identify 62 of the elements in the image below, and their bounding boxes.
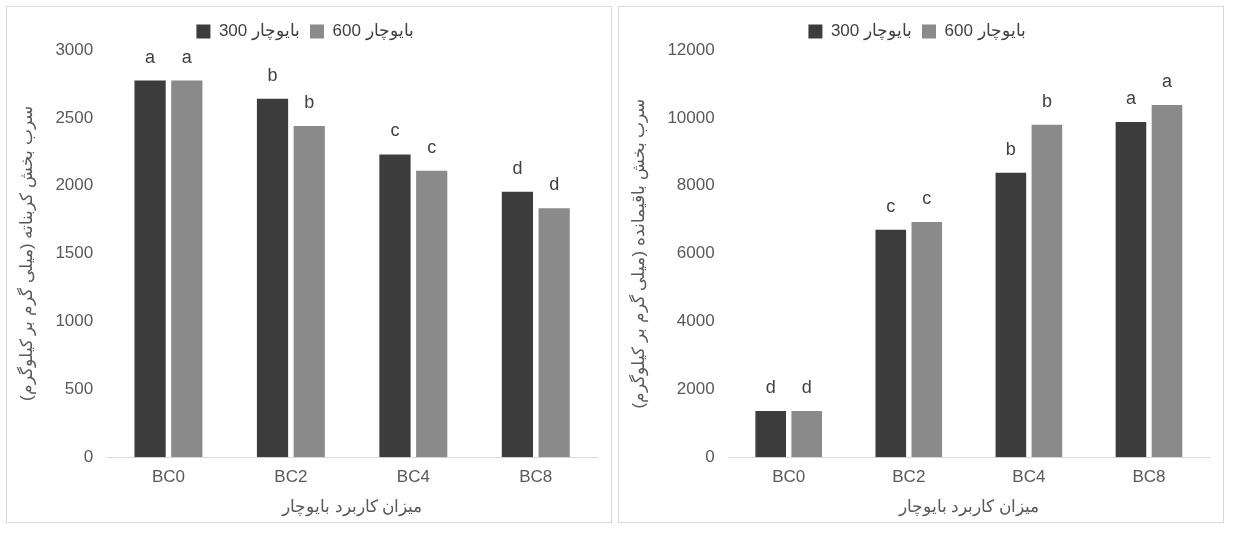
bar xyxy=(995,172,1027,458)
annotation: d xyxy=(765,377,776,398)
legend-label: بایوچار 300 xyxy=(830,21,913,42)
y-tick-label: 6000 xyxy=(676,243,715,263)
y-tick-label: 500 xyxy=(64,379,94,399)
bar xyxy=(791,411,823,458)
bar xyxy=(171,80,203,458)
y-tick-label: 2000 xyxy=(55,175,94,195)
y-tick-label: 8000 xyxy=(676,175,715,195)
bar xyxy=(1031,124,1063,458)
annotation: a xyxy=(1161,70,1173,91)
bar xyxy=(256,98,289,458)
bar xyxy=(911,222,943,458)
x-tick-label: BC8 xyxy=(519,467,553,487)
annotation: c xyxy=(886,195,896,216)
legend-label: بایوچار 300 xyxy=(218,21,301,42)
y-tick-label: 1500 xyxy=(55,243,94,263)
y-tick-label: 10000 xyxy=(667,107,715,127)
x-tick-label: BC8 xyxy=(1132,467,1166,487)
bar xyxy=(379,154,411,458)
y-tick-label: 2000 xyxy=(676,379,715,399)
y-tick-label: 3000 xyxy=(55,39,94,59)
y-tick-label: 1000 xyxy=(55,311,94,331)
x-tick-label: BC2 xyxy=(274,467,308,487)
x-tick-label: BC2 xyxy=(892,467,926,487)
annotation: a xyxy=(145,46,157,67)
x-tick-label: BC4 xyxy=(1012,467,1046,487)
x-axis-title: میزان کاربرد بایوچار xyxy=(280,497,423,518)
bar xyxy=(1115,121,1147,458)
annotation: b xyxy=(1005,138,1016,159)
y-tick-label: 12000 xyxy=(667,39,715,59)
bar xyxy=(755,411,787,458)
bar xyxy=(416,170,448,458)
annotation: b xyxy=(1041,90,1052,111)
legend-label: بایوچار 600 xyxy=(944,21,1026,42)
bar xyxy=(134,80,166,458)
bar xyxy=(538,208,570,458)
legend-label: بایوچار 600 xyxy=(332,21,414,42)
annotation: d xyxy=(549,174,560,195)
bar xyxy=(501,191,534,458)
annotation: c xyxy=(390,120,400,141)
annotation: b xyxy=(267,64,278,85)
x-tick-label: BC0 xyxy=(151,467,185,487)
y-axis-title: سرب بخش کربناته (میلی گرم بر کیلوگرم) xyxy=(15,106,37,401)
annotation: c xyxy=(922,188,932,209)
annotation: a xyxy=(181,46,193,67)
bar xyxy=(293,126,325,458)
y-axis-title: سرب بخش باقیمانده (میلی گرم بر کیلوگرم) xyxy=(627,98,649,409)
bar xyxy=(1151,104,1183,458)
annotation: b xyxy=(304,91,315,112)
annotation: c xyxy=(427,136,437,157)
annotation: a xyxy=(1125,87,1137,108)
x-tick-label: BC0 xyxy=(772,467,806,487)
y-tick-label: 0 xyxy=(705,446,715,466)
annotation: d xyxy=(512,157,523,178)
y-tick-label: 2500 xyxy=(55,107,94,127)
y-tick-label: 0 xyxy=(83,446,94,466)
y-tick-label: 4000 xyxy=(676,311,715,331)
bar xyxy=(875,229,907,458)
x-axis-title: میزان کاربرد بایوچار xyxy=(897,497,1040,518)
x-tick-label: BC4 xyxy=(396,467,430,487)
annotation: d xyxy=(801,377,812,398)
